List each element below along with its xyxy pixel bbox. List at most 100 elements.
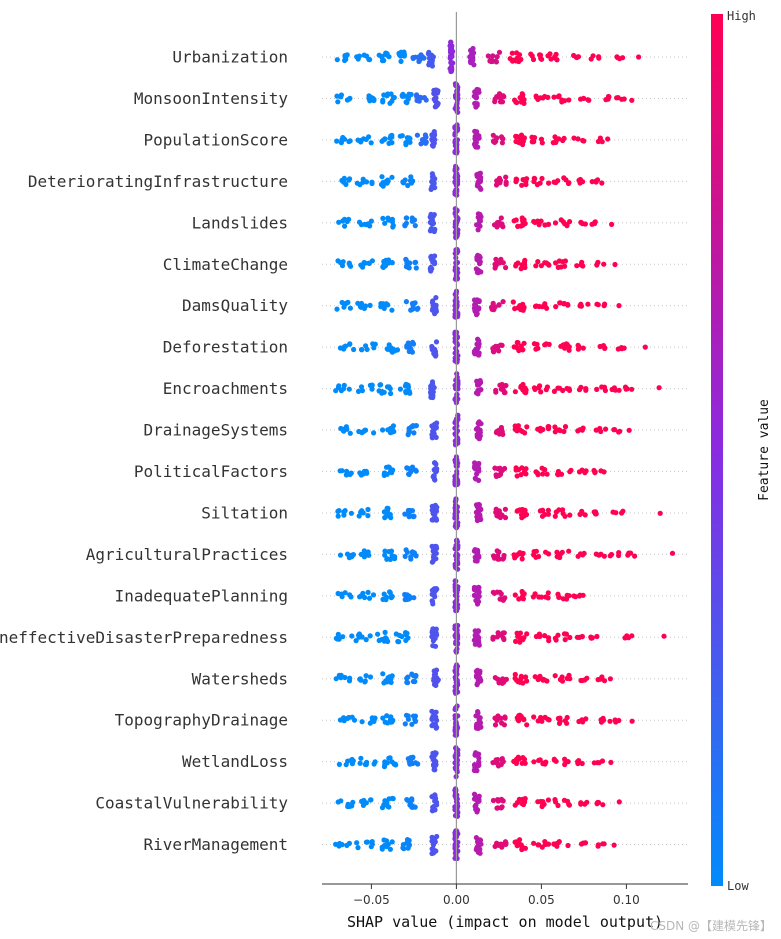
shap-point: [431, 460, 438, 466]
shap-point: [521, 635, 527, 641]
shap-point: [430, 635, 436, 641]
shap-point: [512, 592, 518, 598]
shap-point: [402, 511, 408, 517]
shap-point: [475, 710, 481, 716]
shap-point: [556, 839, 562, 845]
shap-point: [351, 346, 357, 353]
shap-point: [343, 181, 349, 187]
shap-point: [475, 464, 481, 471]
shap-point: [592, 470, 598, 476]
shap-point: [447, 43, 453, 49]
shap-point: [353, 638, 359, 644]
shap-point: [473, 101, 479, 107]
shap-point: [501, 555, 507, 561]
shap-point: [364, 222, 370, 228]
shap-point: [497, 382, 503, 388]
shap-point: [406, 759, 413, 766]
shap-point: [453, 441, 459, 447]
shap-point: [558, 343, 564, 349]
shap-point: [472, 307, 478, 313]
x-axis-label: SHAP value (impact on model output): [347, 913, 663, 931]
shap-point: [389, 553, 395, 559]
shap-point: [593, 511, 599, 517]
shap-point: [503, 265, 509, 271]
shap-point: [601, 469, 607, 475]
shap-point: [472, 628, 478, 634]
shap-point: [476, 436, 482, 442]
shap-point: [452, 298, 458, 304]
shap-point: [474, 471, 480, 477]
feature-label: RiverManagement: [144, 835, 289, 854]
shap-point: [387, 425, 394, 432]
shap-point: [454, 137, 461, 143]
shap-point: [564, 385, 570, 392]
shap-point: [383, 257, 389, 263]
shap-point: [540, 676, 546, 682]
shap-point: [413, 265, 419, 271]
shap-point: [477, 850, 483, 856]
shap-point: [516, 347, 522, 354]
shap-point: [521, 100, 527, 106]
shap-point: [521, 135, 528, 141]
shap-point: [368, 797, 374, 803]
shap-point: [402, 597, 408, 603]
shap-point: [503, 181, 509, 187]
shap-point: [421, 55, 427, 61]
shap-point: [408, 755, 414, 761]
shap-point: [452, 786, 459, 792]
shap-point: [547, 51, 553, 57]
shap-point: [582, 840, 589, 846]
shap-point: [391, 761, 397, 767]
shap-point: [410, 306, 416, 312]
shap-point: [430, 133, 436, 139]
shap-point: [339, 137, 345, 143]
shap-point: [532, 303, 539, 309]
shap-point: [452, 578, 458, 584]
shap-point: [492, 465, 498, 471]
shap-point: [542, 839, 548, 845]
shap-point: [498, 715, 504, 721]
shap-point: [403, 390, 409, 396]
shap-point: [404, 837, 411, 843]
shap-point: [578, 262, 584, 268]
shap-point: [423, 97, 429, 103]
shap-point: [490, 797, 496, 804]
shap-point: [429, 754, 435, 760]
shap-point: [361, 136, 367, 142]
shap-point: [558, 264, 564, 270]
shap-point: [620, 508, 626, 514]
shap-point: [475, 144, 481, 150]
shap-point: [432, 502, 438, 508]
shap-point: [562, 424, 569, 430]
shap-point: [493, 389, 499, 395]
feature-label: Watersheds: [192, 669, 288, 688]
shap-point: [449, 60, 455, 66]
shap-point: [485, 53, 491, 59]
shap-point: [579, 427, 585, 433]
shap-point: [477, 261, 483, 267]
shap-point: [452, 813, 459, 819]
shap-point: [589, 179, 595, 185]
shap-point: [338, 92, 344, 98]
shap-point: [405, 384, 411, 390]
shap-point: [398, 51, 404, 57]
shap-point: [389, 98, 395, 104]
shap-point: [335, 799, 341, 805]
shap-point: [378, 382, 384, 388]
shap-point: [559, 678, 566, 684]
shap-point: [410, 513, 416, 519]
feature-label: IneffectiveDisasterPreparedness: [0, 628, 288, 647]
shap-point: [500, 635, 506, 641]
shap-point: [561, 797, 568, 803]
shap-point: [347, 305, 353, 311]
shap-point: [404, 100, 410, 106]
shap-point: [454, 340, 460, 346]
shap-point: [498, 215, 504, 221]
shap-point: [522, 264, 528, 271]
shap-point: [576, 469, 583, 475]
shap-point: [579, 508, 585, 514]
feature-label: PopulationScore: [144, 130, 289, 149]
shap-point: [348, 510, 354, 516]
shap-point: [432, 643, 439, 649]
shap-point: [471, 297, 478, 303]
